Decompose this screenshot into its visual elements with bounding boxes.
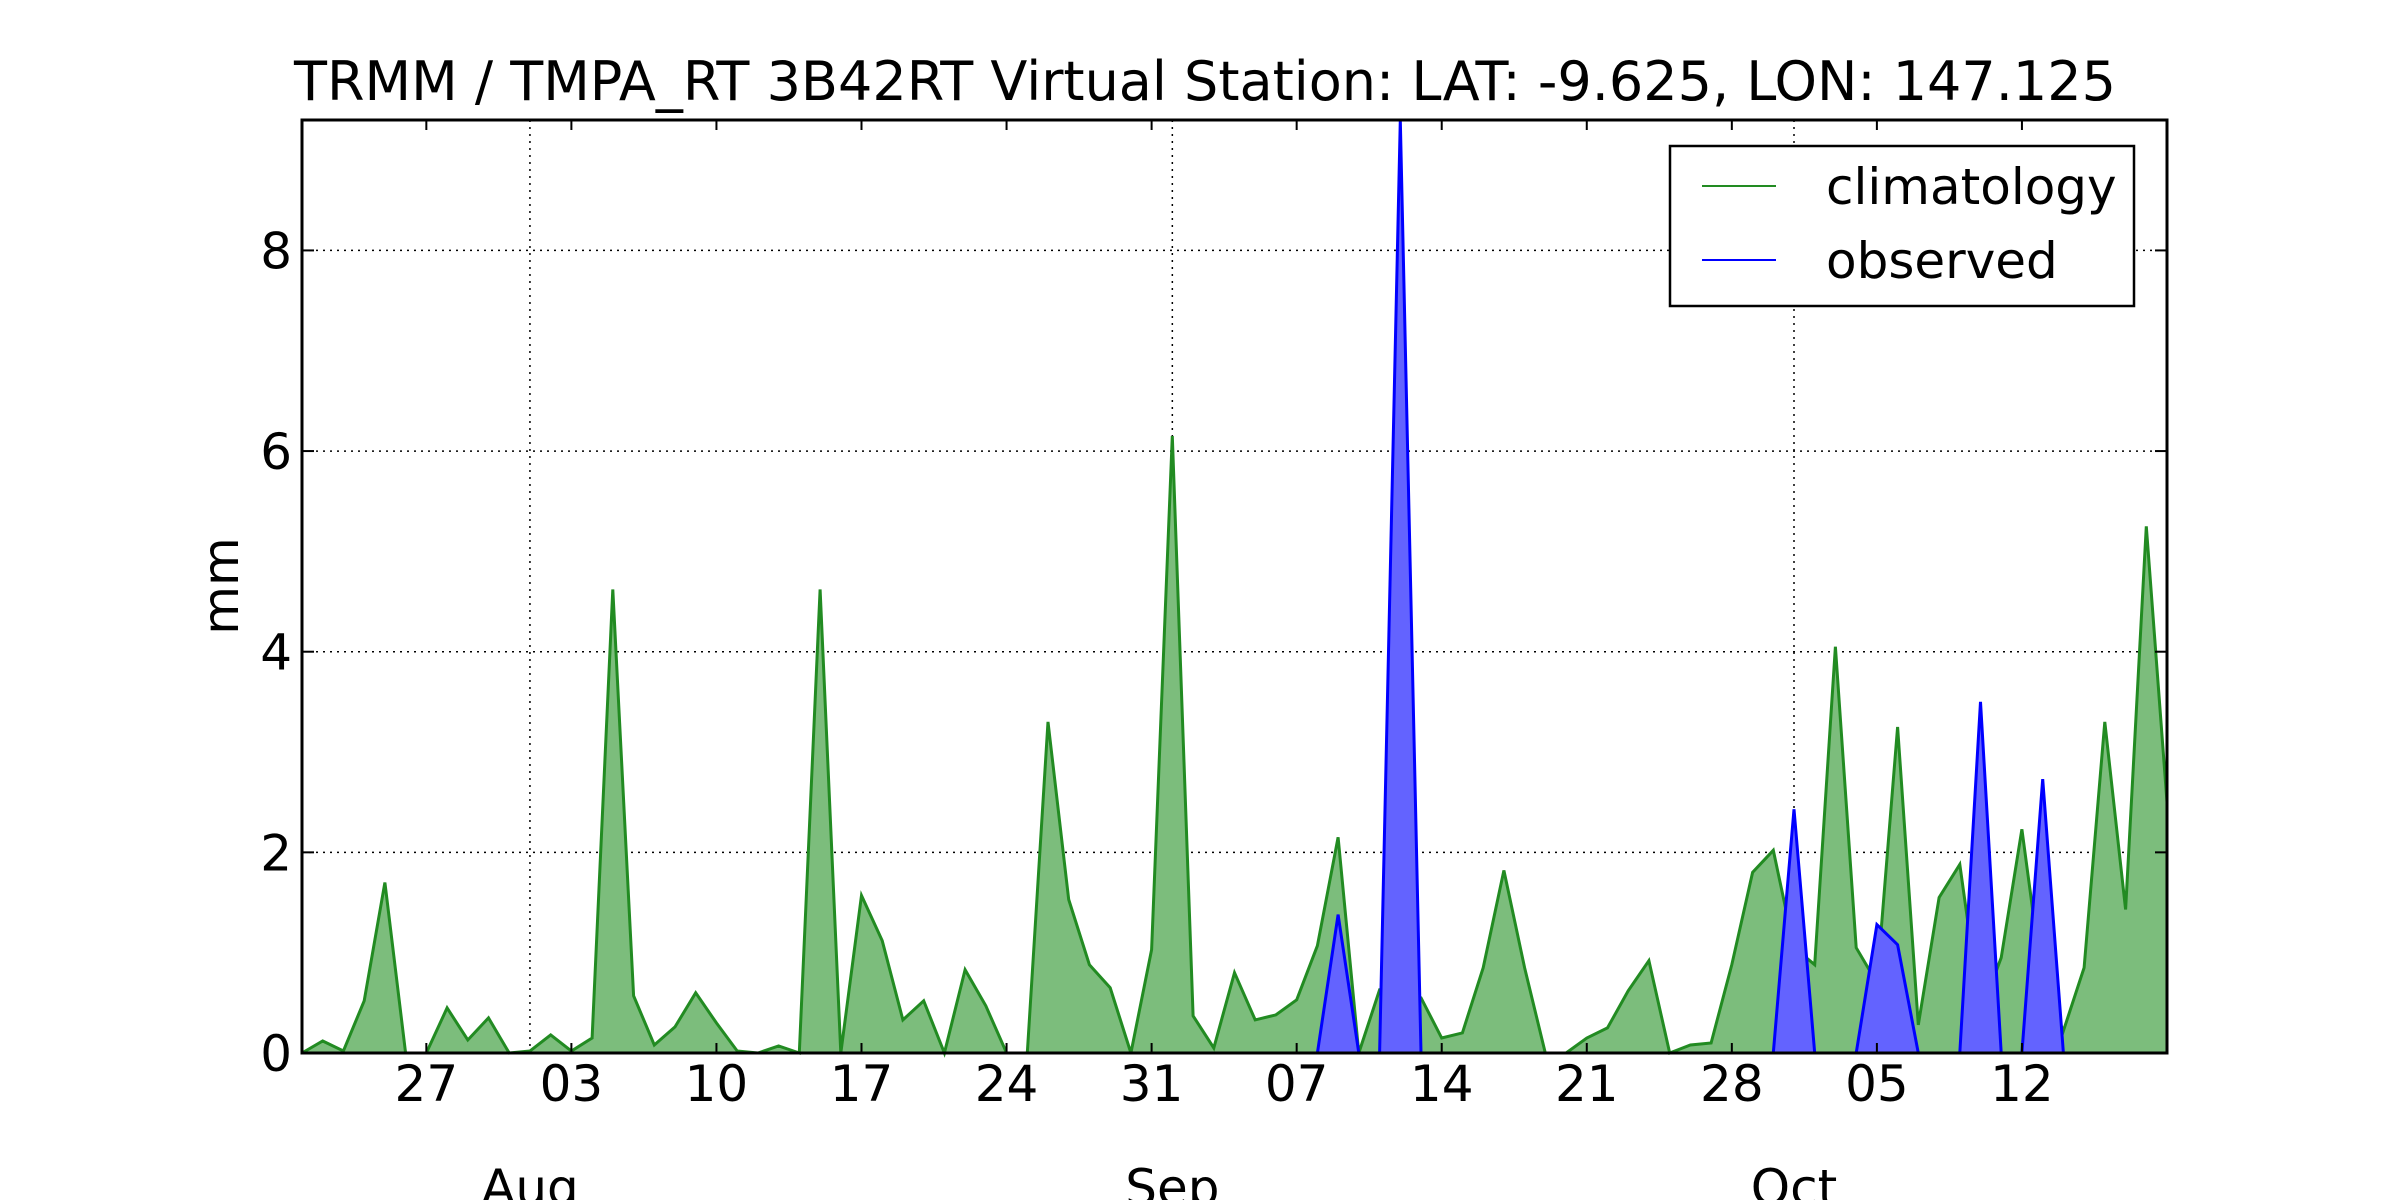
x-tick-label: 10 xyxy=(685,1055,749,1113)
x-tick-label: 05 xyxy=(1845,1055,1909,1113)
legend-label: climatology xyxy=(1826,158,2117,216)
x-tick-label: 17 xyxy=(830,1055,894,1113)
month-label: Aug xyxy=(481,1159,579,1200)
plot-frame xyxy=(300,118,2169,1055)
chart-title: TRMM / TMPA_RT 3B42RT Virtual Station: L… xyxy=(293,50,2116,113)
y-tick-label: 8 xyxy=(260,222,292,280)
legend: climatology observed xyxy=(1668,144,2136,308)
x-tick-label: 12 xyxy=(1990,1055,2054,1113)
y-axis-label: mm xyxy=(192,537,250,634)
x-tick-label: 31 xyxy=(1120,1055,1184,1113)
x-tick-label: 27 xyxy=(395,1055,459,1113)
y-tick-label: 6 xyxy=(260,423,292,481)
x-tick-label: 07 xyxy=(1265,1055,1329,1113)
axis-ticks xyxy=(302,120,2167,1054)
x-tick-label: 03 xyxy=(540,1055,604,1113)
x-tick-label: 24 xyxy=(975,1055,1039,1113)
y-tick-label: 2 xyxy=(260,824,292,882)
legend-label: observed xyxy=(1826,232,2058,290)
x-tick-label: 21 xyxy=(1555,1055,1619,1113)
y-tick-label: 4 xyxy=(260,624,292,682)
x-tick-label: 14 xyxy=(1410,1055,1474,1113)
month-label: Oct xyxy=(1751,1159,1837,1200)
series-line-climatology xyxy=(301,435,2169,1058)
x-tick-label: 28 xyxy=(1700,1055,1764,1113)
legend-box xyxy=(1668,144,2136,308)
y-tick-label: 0 xyxy=(260,1025,292,1083)
month-label: Sep xyxy=(1125,1159,1219,1200)
series-area-observed xyxy=(1296,120,2064,1053)
